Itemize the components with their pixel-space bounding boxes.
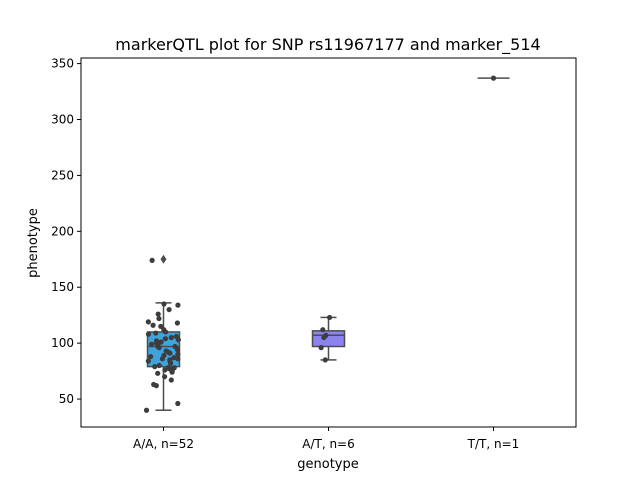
data-point <box>156 315 162 322</box>
data-point <box>175 351 181 357</box>
data-point <box>173 333 179 340</box>
data-point <box>171 355 177 361</box>
data-point <box>161 352 167 359</box>
data-point <box>175 356 181 362</box>
y-tick-label: 150 <box>51 280 74 294</box>
data-point <box>322 357 328 363</box>
data-point <box>150 322 156 328</box>
data-point <box>168 377 174 383</box>
y-axis-label: phenotype <box>26 208 41 278</box>
y-tick-label: 100 <box>51 336 74 350</box>
data-point <box>153 330 159 336</box>
data-point <box>156 362 162 369</box>
data-point <box>158 323 164 329</box>
y-axis: 50 100 150 200 250 300 350 <box>51 57 81 406</box>
data-point <box>145 331 152 337</box>
x-tick-label: A/A, n=52 <box>133 437 194 451</box>
data-point <box>326 314 333 321</box>
data-point <box>171 365 177 371</box>
data-point <box>163 348 169 354</box>
boxes-layer <box>146 77 510 411</box>
data-point <box>143 407 150 413</box>
y-tick-label: 250 <box>51 168 74 182</box>
data-point <box>148 353 154 360</box>
data-point <box>158 339 164 345</box>
data-point <box>165 365 171 371</box>
outlier-marker <box>160 254 167 264</box>
data-point <box>153 338 160 344</box>
data-point <box>155 370 161 376</box>
data-point <box>167 357 173 363</box>
data-point <box>175 400 181 407</box>
data-point <box>162 374 168 380</box>
data-point <box>152 364 158 370</box>
data-point <box>162 336 169 342</box>
y-tick-label: 350 <box>51 57 74 71</box>
chart-title: markerQTL plot for SNP rs11967177 and ma… <box>115 35 540 55</box>
data-point <box>175 302 181 308</box>
data-point <box>320 327 326 333</box>
x-axis-label: genotype <box>297 457 358 472</box>
data-point <box>149 341 155 347</box>
data-point <box>161 327 167 333</box>
data-point <box>145 358 151 364</box>
data-point <box>145 319 151 325</box>
data-point <box>166 306 172 313</box>
x-tick-label: A/T, n=6 <box>302 437 355 451</box>
data-point <box>172 343 178 350</box>
y-tick-label: 50 <box>59 392 74 406</box>
box-group <box>311 316 346 361</box>
data-point <box>161 301 167 307</box>
x-axis: A/A, n=52 A/T, n=6 T/T, n=1 <box>133 427 519 451</box>
data-point <box>490 75 497 81</box>
y-tick-label: 200 <box>51 224 74 238</box>
data-point <box>151 381 157 388</box>
data-point <box>174 320 181 326</box>
y-tick-label: 300 <box>51 113 74 127</box>
data-point <box>168 334 174 341</box>
data-point <box>149 257 155 263</box>
x-tick-label: T/T, n=1 <box>467 437 520 451</box>
data-point <box>155 311 161 317</box>
data-point <box>323 332 329 338</box>
box-iqr <box>311 330 346 348</box>
points-layer <box>143 75 497 413</box>
data-point <box>318 345 324 351</box>
